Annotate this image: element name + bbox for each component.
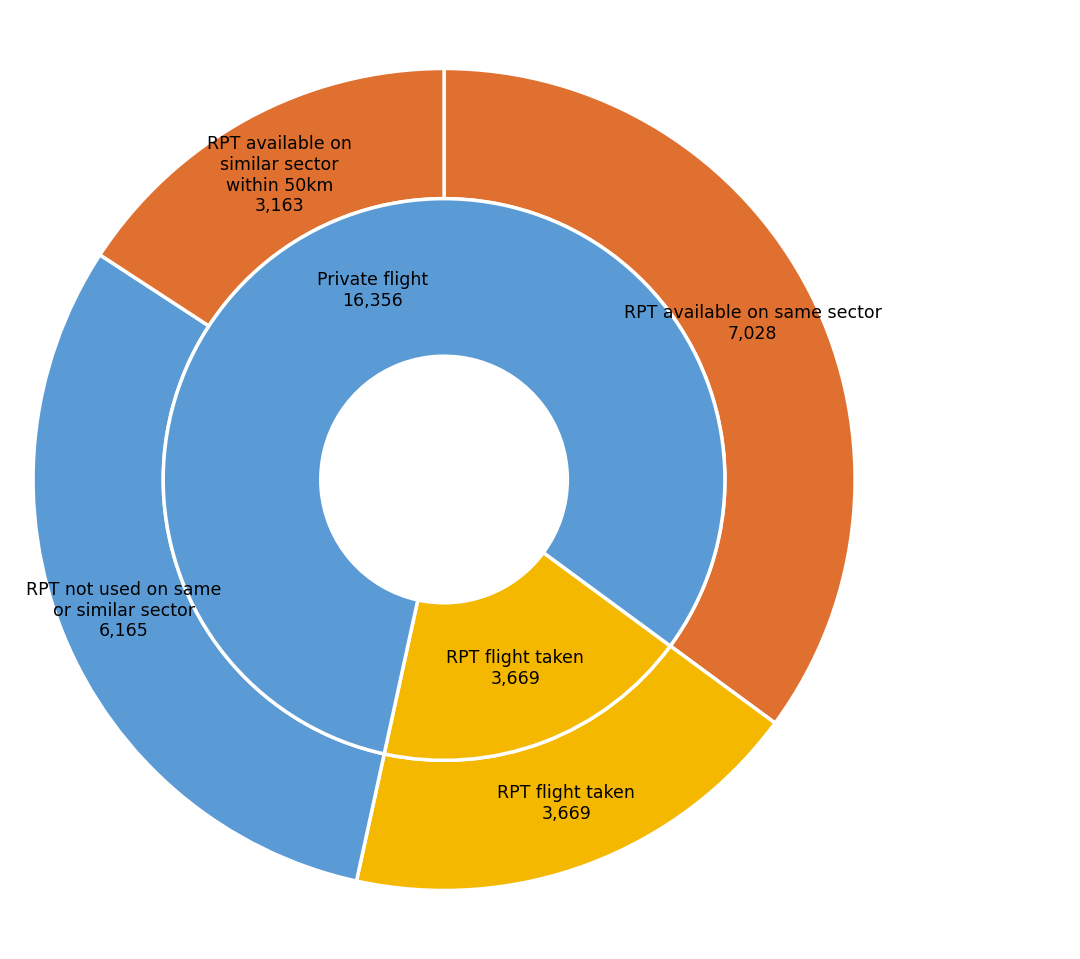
Text: RPT flight taken
3,669: RPT flight taken 3,669 <box>446 649 584 688</box>
Wedge shape <box>33 255 384 881</box>
Text: RPT not used on same
or similar sector
6,165: RPT not used on same or similar sector 6… <box>26 581 221 641</box>
Wedge shape <box>384 552 671 760</box>
Wedge shape <box>163 199 725 754</box>
Text: RPT available on
similar sector
within 50km
3,163: RPT available on similar sector within 5… <box>207 135 352 216</box>
Wedge shape <box>444 68 855 723</box>
Text: RPT available on same sector
7,028: RPT available on same sector 7,028 <box>624 304 881 342</box>
Text: RPT flight taken
3,669: RPT flight taken 3,669 <box>497 784 635 823</box>
Wedge shape <box>356 646 775 891</box>
Circle shape <box>321 356 567 603</box>
Text: Private flight
16,356: Private flight 16,356 <box>318 271 429 310</box>
Wedge shape <box>100 68 444 326</box>
